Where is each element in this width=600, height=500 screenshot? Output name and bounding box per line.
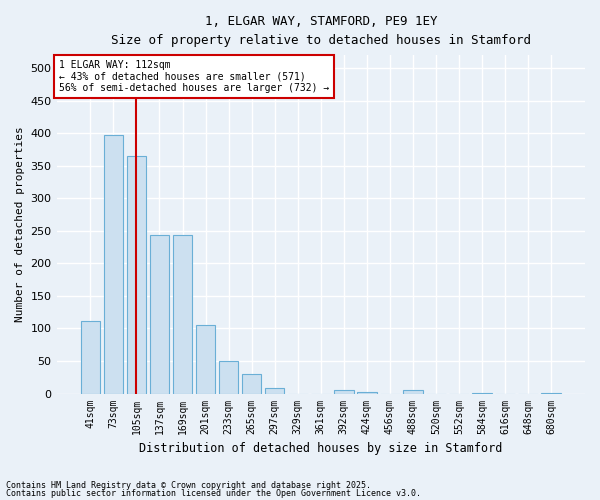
Bar [541,393,561,394]
Bar [242,374,262,394]
Bar [173,236,193,394]
Bar [104,134,123,394]
Bar [357,392,377,394]
Title: 1, ELGAR WAY, STAMFORD, PE9 1EY
Size of property relative to detached houses in : 1, ELGAR WAY, STAMFORD, PE9 1EY Size of … [111,15,531,47]
Bar [403,390,423,394]
Bar [196,325,215,394]
Bar [80,320,100,394]
X-axis label: Distribution of detached houses by size in Stamford: Distribution of detached houses by size … [139,442,502,455]
Bar [472,393,492,394]
Y-axis label: Number of detached properties: Number of detached properties [15,126,25,322]
Text: Contains public sector information licensed under the Open Government Licence v3: Contains public sector information licen… [6,488,421,498]
Bar [334,390,353,394]
Text: 1 ELGAR WAY: 112sqm
← 43% of detached houses are smaller (571)
56% of semi-detac: 1 ELGAR WAY: 112sqm ← 43% of detached ho… [59,60,329,94]
Bar [127,156,146,394]
Bar [149,236,169,394]
Bar [265,388,284,394]
Text: Contains HM Land Registry data © Crown copyright and database right 2025.: Contains HM Land Registry data © Crown c… [6,481,371,490]
Bar [219,361,238,394]
